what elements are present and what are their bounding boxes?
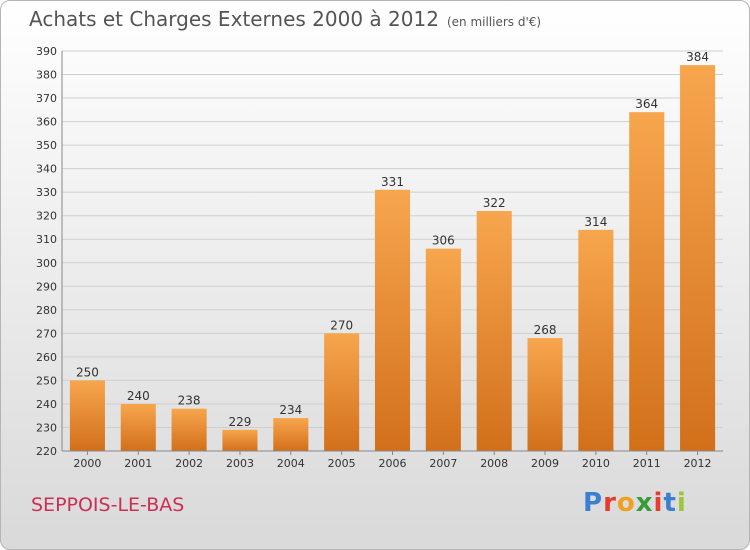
y-tick-label: 250	[36, 374, 57, 387]
x-tick-label: 2007	[429, 457, 457, 470]
data-label: 234	[279, 403, 302, 417]
y-tick-label: 240	[36, 398, 57, 411]
y-tick-label: 280	[36, 304, 57, 317]
bar	[425, 248, 461, 451]
data-label: 229	[229, 415, 252, 429]
bar	[629, 112, 665, 452]
chart-title-block: Achats et Charges Externes 2000 à 2012 (e…	[29, 7, 541, 31]
logo-letter: i	[653, 488, 664, 518]
proxiti-logo[interactable]: Proxiti	[583, 488, 687, 518]
x-tick-label: 2004	[277, 457, 305, 470]
data-label: 306	[432, 234, 455, 248]
y-tick-label: 360	[36, 116, 57, 129]
y-tick-label: 220	[36, 445, 57, 458]
y-tick-label: 290	[36, 280, 57, 293]
bars: 250 240 238 229 234 270 331 306 322 268 314 364 384	[69, 50, 716, 452]
y-tick-label: 230	[36, 421, 57, 434]
y-tick-label: 270	[36, 327, 57, 340]
y-axis: 220 230 240 250 260 270 280 290 300 310 320 330 340 3…	[36, 45, 63, 458]
y-tick-label: 340	[36, 163, 57, 176]
logo-letter: P	[583, 488, 604, 518]
x-tick-label: 2002	[175, 457, 203, 470]
y-tick-label: 380	[36, 69, 57, 82]
logo-letter: i	[676, 488, 687, 518]
x-tick-label: 2012	[684, 457, 712, 470]
chart-title: Achats et Charges Externes 2000 à 2012	[29, 7, 439, 31]
x-tick-label: 2003	[226, 457, 254, 470]
x-tick-label: 2010	[582, 457, 610, 470]
bar	[578, 229, 614, 451]
bar	[69, 380, 105, 451]
logo-letter: o	[616, 488, 636, 518]
y-tick-label: 370	[36, 92, 57, 105]
y-tick-label: 260	[36, 351, 57, 364]
x-tick-label: 2006	[379, 457, 407, 470]
bar	[273, 418, 309, 451]
bar	[374, 189, 411, 451]
bar	[171, 408, 207, 451]
x-tick-label: 2000	[73, 457, 101, 470]
data-label: 364	[635, 97, 658, 111]
logo-letter: r	[603, 488, 617, 518]
chart-subtitle: (en milliers d'€)	[446, 15, 542, 29]
y-tick-label: 320	[36, 210, 57, 223]
data-label: 384	[686, 50, 709, 64]
data-label: 240	[127, 389, 150, 403]
x-tick-label: 2005	[328, 457, 356, 470]
x-axis: 2000 2001 2002 2003 2004 2005 2006 2007 2008 2009…	[62, 450, 723, 470]
bar	[680, 65, 716, 451]
bar	[476, 211, 512, 451]
data-label: 238	[178, 394, 201, 408]
bar	[527, 338, 563, 451]
y-tick-label: 390	[36, 45, 57, 58]
logo-letter: x	[635, 488, 654, 518]
data-label: 250	[76, 365, 99, 379]
y-tick-label: 310	[36, 233, 57, 246]
data-label: 331	[381, 175, 404, 189]
data-label: 270	[330, 318, 353, 332]
bar	[222, 429, 258, 451]
y-tick-label: 300	[36, 257, 57, 270]
x-tick-label: 2011	[633, 457, 661, 470]
y-tick-label: 330	[36, 186, 57, 199]
bar	[324, 333, 360, 451]
data-label: 322	[483, 196, 506, 210]
bar	[120, 403, 156, 451]
y-tick-label: 350	[36, 139, 57, 152]
logo-letter: t	[663, 488, 677, 518]
x-tick-label: 2008	[480, 457, 508, 470]
x-tick-label: 2001	[124, 457, 152, 470]
town-name: SEPPOIS-LE-BAS	[31, 494, 185, 516]
x-tick-label: 2009	[531, 457, 559, 470]
data-label: 314	[584, 215, 607, 229]
data-label: 268	[534, 323, 557, 337]
